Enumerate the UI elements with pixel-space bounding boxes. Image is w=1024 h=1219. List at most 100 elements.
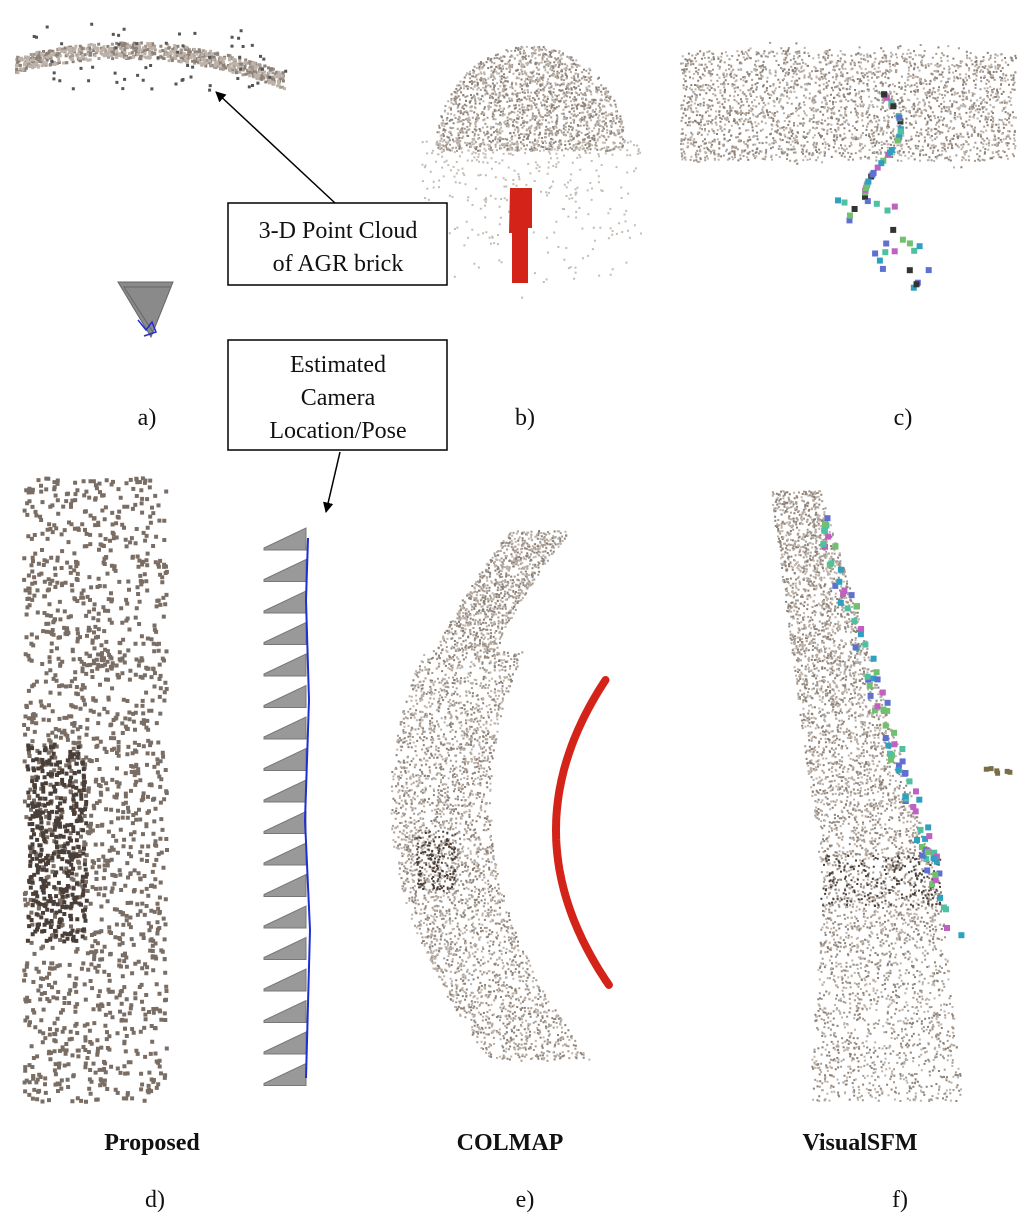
point-cloud xyxy=(865,674,871,680)
point-cloud xyxy=(883,241,889,247)
point-cloud xyxy=(841,587,847,593)
point-cloud xyxy=(891,730,897,736)
point-cloud xyxy=(264,528,306,550)
point-cloud xyxy=(881,91,887,97)
point-cloud xyxy=(890,103,896,109)
point-cloud xyxy=(880,266,886,272)
point-cloud xyxy=(833,543,839,549)
point-cloud xyxy=(264,906,306,928)
figure: 3-D Point Cloud of AGR brick Estimated C… xyxy=(0,0,1024,1214)
point-cloud xyxy=(264,591,306,613)
panel-label: f) xyxy=(892,1187,908,1213)
point-cloud xyxy=(820,541,826,547)
point-cloud xyxy=(933,877,939,883)
point-cloud xyxy=(958,932,964,938)
point-cloud xyxy=(264,812,306,834)
point-cloud xyxy=(847,213,853,219)
point-cloud xyxy=(825,534,831,540)
point-cloud xyxy=(868,693,874,699)
point-cloud xyxy=(264,1032,306,1054)
point-cloud xyxy=(680,42,1017,163)
point-cloud xyxy=(925,849,931,855)
point-cloud xyxy=(891,741,897,747)
point-cloud xyxy=(264,1001,306,1023)
point-cloud xyxy=(907,778,913,784)
point-cloud xyxy=(853,644,859,650)
point-cloud xyxy=(842,200,848,206)
point-cloud xyxy=(828,560,834,566)
point-cloud xyxy=(890,227,896,233)
point-cloud xyxy=(836,579,842,585)
point-cloud xyxy=(825,515,831,521)
point-cloud xyxy=(882,249,888,255)
panel-label: b) xyxy=(515,405,535,431)
point-cloud xyxy=(264,654,306,676)
point-cloud xyxy=(937,895,943,901)
annotation: Location/Pose xyxy=(269,418,406,444)
point-cloud xyxy=(874,201,880,207)
point-cloud xyxy=(264,749,306,771)
arrow xyxy=(326,452,340,512)
point-cloud xyxy=(867,683,873,689)
point-cloud xyxy=(874,669,880,675)
point-cloud xyxy=(822,522,828,528)
point-cloud xyxy=(941,905,947,911)
method-name: VisualSFM xyxy=(802,1130,917,1156)
point-cloud xyxy=(925,824,931,830)
annotation: 3-D Point Cloud xyxy=(259,218,418,244)
point-cloud xyxy=(854,603,860,609)
point-cloud xyxy=(924,867,930,873)
point-cloud xyxy=(932,872,938,878)
annotation: of AGR brick xyxy=(273,251,404,277)
point-cloud xyxy=(438,46,624,152)
point-cloud xyxy=(984,766,1013,776)
point-cloud xyxy=(264,843,306,865)
point-cloud xyxy=(264,717,306,739)
point-cloud xyxy=(875,676,881,682)
point-cloud xyxy=(264,1064,306,1086)
panel-label: a) xyxy=(138,405,157,431)
point-cloud xyxy=(917,243,923,249)
annotation: Estimated xyxy=(290,352,386,378)
point-cloud xyxy=(863,185,869,191)
point-cloud xyxy=(264,969,306,991)
point-cloud xyxy=(305,538,310,1078)
point-cloud xyxy=(264,686,306,708)
point-cloud xyxy=(934,859,940,865)
point-cloud xyxy=(264,780,306,802)
panel-label: e) xyxy=(516,1187,535,1213)
point-cloud xyxy=(907,267,913,273)
point-cloud xyxy=(892,248,898,254)
arrow xyxy=(216,92,335,203)
point-cloud xyxy=(849,592,855,598)
point-cloud xyxy=(865,179,871,185)
point-cloud xyxy=(878,160,884,166)
point-cloud xyxy=(885,700,891,706)
point-cloud xyxy=(264,875,306,897)
point-cloud xyxy=(896,767,902,773)
point-cloud xyxy=(944,925,950,931)
point-cloud xyxy=(926,267,932,273)
point-cloud xyxy=(852,206,858,212)
point-cloud xyxy=(913,788,919,794)
point-cloud xyxy=(916,797,922,803)
point-cloud xyxy=(885,743,891,749)
point-cloud xyxy=(896,115,902,121)
point-cloud xyxy=(852,618,858,624)
point-cloud xyxy=(919,853,925,859)
point-cloud xyxy=(871,656,877,662)
point-cloud xyxy=(772,490,962,1102)
point-cloud xyxy=(877,258,883,264)
point-cloud xyxy=(509,188,532,283)
point-cloud xyxy=(899,746,905,752)
point-cloud xyxy=(858,626,864,632)
point-cloud xyxy=(903,770,909,776)
point-cloud xyxy=(838,567,844,573)
point-cloud xyxy=(838,600,844,606)
point-cloud xyxy=(822,528,828,534)
point-cloud xyxy=(883,723,889,729)
point-cloud xyxy=(892,204,898,210)
point-cloud xyxy=(911,248,917,254)
point-cloud xyxy=(264,623,306,645)
point-cloud xyxy=(914,281,920,287)
